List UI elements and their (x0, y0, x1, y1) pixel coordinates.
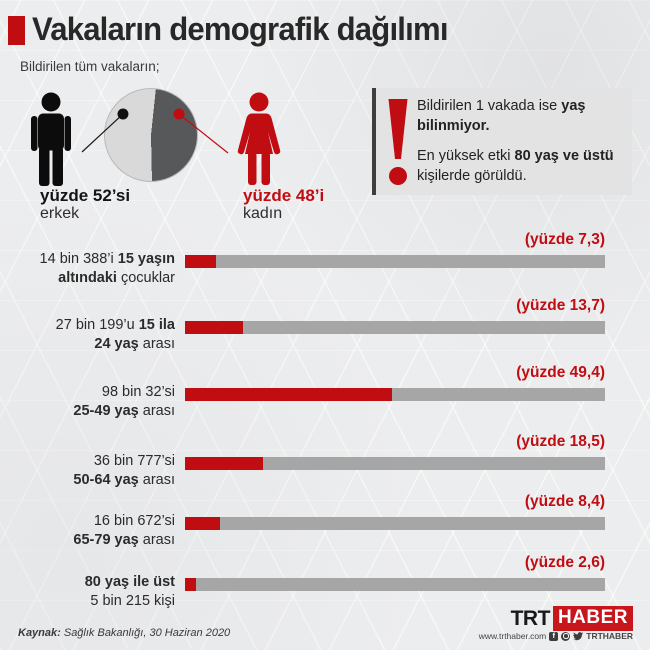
row-label: 80 yaş ile üst 5 bin 215 kişi (84, 574, 175, 609)
female-word-label: kadın (243, 205, 283, 222)
row-label: 27 bin 199’u 15 ila 24 yaş arası (55, 317, 175, 352)
social-row: www.trthaber.com f TRTHABER (479, 631, 633, 641)
twitter-icon (573, 631, 584, 640)
source-line: Kaynak: Sağlık Bakanlığı, 30 Haziran 202… (18, 627, 231, 639)
bar-fill (185, 517, 221, 530)
age-row-50-64: (yüzde 18,5) 36 bin 777’si 50-64 yaş ara… (0, 433, 650, 488)
note-line-1: Bildirilen 1 vakada ise yaş (417, 98, 586, 114)
row-label: 36 bin 777’si 50-64 yaş arası (73, 453, 175, 488)
age-row-25-49: (yüzde 49,4) 98 bin 32’si 25-49 yaş aras… (0, 364, 650, 419)
percent-badge: (yüzde 7,3) (524, 231, 605, 248)
age-row-under-15: (yüzde 7,3) 14 bin 388’i 15 yaşın altınd… (0, 231, 650, 286)
website-url: www.trthaber.com (478, 631, 547, 641)
male-icon (31, 92, 71, 186)
bar-fill (185, 578, 196, 591)
facebook-icon: f (549, 631, 559, 641)
gender-pie-chart (104, 88, 198, 182)
bar-track (185, 321, 605, 334)
male-word-label: erkek (40, 205, 80, 222)
trt-haber-logo: TRT HABER (511, 606, 633, 631)
percent-badge: (yüzde 2,6) (524, 554, 605, 571)
subtitle: Bildirilen tüm vakaların; (20, 59, 160, 74)
instagram-icon (561, 631, 571, 641)
page-title: Vakaların demografik dağılımı (32, 11, 448, 47)
bar-fill (185, 321, 243, 334)
bar-track (185, 388, 605, 401)
percent-badge: (yüzde 49,4) (516, 364, 605, 381)
note-text: Bildirilen 1 vakada ise yaş bilinmiyor. … (417, 97, 614, 186)
age-row-65-79: (yüzde 8,4) 16 bin 672’si 65-79 yaş aras… (0, 493, 650, 548)
note-box: Bildirilen 1 vakada ise yaş bilinmiyor. … (372, 88, 632, 195)
row-label: 14 bin 388’i 15 yaşın altındaki çocuklar (39, 251, 175, 286)
bar-track (185, 578, 605, 591)
female-percent-label: yüzde 48’i (243, 186, 325, 205)
social-handle: TRTHABER (586, 631, 633, 641)
title-marker (8, 16, 25, 45)
bar-fill (185, 255, 216, 268)
age-row-15-24: (yüzde 13,7) 27 bin 199’u 15 ila 24 yaş … (0, 297, 650, 352)
female-icon (237, 92, 281, 185)
bar-fill (185, 388, 393, 401)
bar-track (185, 255, 605, 268)
male-percent-label: yüzde 52’si (40, 186, 131, 205)
row-label: 16 bin 672’si 65-79 yaş arası (73, 513, 175, 548)
bar-fill (185, 457, 263, 470)
percent-badge: (yüzde 13,7) (516, 297, 605, 314)
age-row-80-plus: (yüzde 2,6) 80 yaş ile üst 5 bin 215 kiş… (0, 554, 650, 609)
percent-badge: (yüzde 18,5) (516, 433, 605, 450)
note-line-3: En yüksek etki 80 yaş ve üstü (417, 148, 614, 164)
exclamation-icon (388, 99, 408, 185)
bar-track (185, 457, 605, 470)
row-label: 98 bin 32’si 25-49 yaş arası (73, 384, 175, 419)
note-line-4: kişilerde görüldü. (417, 167, 527, 184)
bar-track (185, 517, 605, 530)
percent-badge: (yüzde 8,4) (524, 493, 605, 510)
note-line-2: bilinmiyor. (417, 117, 490, 134)
logo-trt-text: TRT (510, 606, 551, 630)
logo-haber-badge: HABER (552, 606, 633, 631)
